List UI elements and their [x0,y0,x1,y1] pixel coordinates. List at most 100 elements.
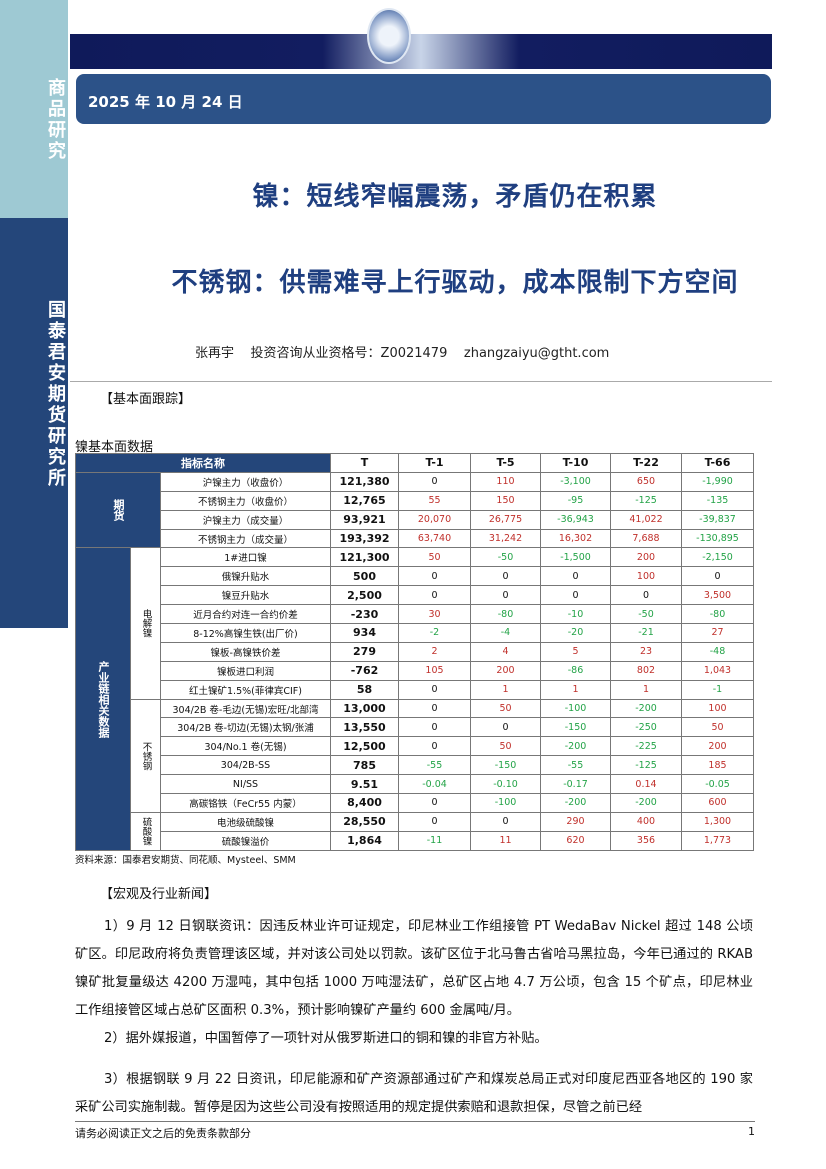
change-value: 0 [470,717,541,738]
title-nickel: 镍：短线窄幅震荡，矛盾仍在积累 [252,182,658,212]
current-value: 279 [330,641,399,662]
footer: 请务必阅读正文之后的免责条款部分 1 [75,1121,755,1141]
change-value: -0.04 [398,774,471,795]
current-value: 2,500 [330,585,399,606]
table-source: 资料来源：国泰君安期货、同花顺、Mysteel、SMM [75,855,296,866]
change-value: -100 [470,793,541,813]
change-value: 105 [398,660,471,681]
change-value: -36,943 [540,509,611,530]
indicator-name: NI/SS [160,774,331,795]
section-news: 【宏观及行业新闻】 [100,887,218,902]
sidebar-bottom [0,218,68,628]
change-value: -20 [540,623,611,643]
change-value: -86 [540,660,611,681]
table-row: 期货 沪镍主力（收盘价） 121,380 0 110 -3,100 650 -1,990 [75,471,754,549]
change-value: 0 [398,471,471,492]
change-value: -200 [540,736,611,757]
title-stainless: 不锈钢：供需难寻上行驱动，成本限制下方空间 [171,268,739,298]
table-row: 硫酸镍溢价 1,864 -11 11 620 356 1,773 [76,830,754,851]
table-row: 304/No.1 卷(无锡) 12,500 0 50 -200 -225 200 [76,736,754,757]
change-value: -0.05 [681,774,754,795]
column-header: 指标名称 [75,453,331,473]
column-header: T-66 [681,453,754,473]
table-row: 俄镍升贴水 500 0 0 0 100 0 [76,566,754,587]
change-value: 0 [470,566,541,587]
change-value: -1,990 [681,471,754,492]
change-value: -0.17 [540,774,611,795]
table-row: 镍板-高镍铁价差 279 2 4 5 23 -48 [76,641,754,662]
table-row: 8-12%高镍生铁(出厂价) 934 -2 -4 -20 -21 27 [76,623,754,643]
change-value: -2 [398,623,471,643]
author-license: 投资咨询从业资格号：Z0021479 [250,346,448,361]
change-value: -225 [610,736,682,757]
current-value: -230 [330,604,399,625]
sidebar-label-institute: 国泰君安期货研究所 [45,300,66,489]
column-header: T-5 [470,453,541,473]
change-value: -50 [610,604,682,625]
column-header: T-22 [610,453,682,473]
table-row: 304/2B-SS 785 -55 -150 -55 -125 185 [76,755,754,776]
table-row: 不锈钢 304/2B 卷-毛边(无锡)宏旺/北部湾 13,000 0 50 -100 -20… [76,698,754,813]
change-value: 31,242 [470,528,541,549]
indicator-name: 304/2B-SS [160,755,331,776]
table-row: NI/SS 9.51 -0.04 -0.10 -0.17 0.14 -0.05 [76,774,754,795]
current-value: -762 [330,660,399,681]
indicator-name: 沪镍主力（成交量） [160,509,331,530]
change-value: -21 [610,623,682,643]
change-value: 50 [398,547,471,568]
change-value: 0 [540,566,611,587]
table-row: 高碳铬铁（FeCr55 内蒙） 8,400 0 -100 -200 -200 600 [76,793,754,813]
change-value: 11 [470,830,541,851]
change-value: 1 [540,679,611,700]
indicator-name: 沪镍主力（收盘价） [160,471,331,492]
author-email[interactable]: zhangzaiyu@gtht.com [463,346,610,361]
table-row: 镍板进口利润 -762 105 200 -86 802 1,043 [76,660,754,681]
table-row: 不锈钢主力（成交量） 193,392 63,740 31,242 16,302 7,688… [76,528,754,549]
change-value: -50 [470,547,541,568]
current-value: 28,550 [330,811,399,832]
indicator-name: 硫酸镍溢价 [160,830,331,851]
group-label: 产业链相关数据 [75,547,131,851]
change-value: 27 [681,623,754,643]
header-banner [70,34,772,69]
news-item-2: 2）据外媒报道，中国暂停了一项针对从俄罗斯进口的铜和镍的非官方补贴。 [104,1031,548,1046]
table-row: 硫酸镍 电池级硫酸镍 28,550 0 0 290 400 1,300 [76,811,754,851]
indicator-name: 不锈钢主力（收盘价） [160,490,331,511]
indicator-name: 不锈钢主力（成交量） [160,528,331,549]
change-value: 650 [610,471,682,492]
change-value: 0 [470,585,541,606]
change-value: 2 [398,641,471,662]
change-value: 50 [470,736,541,757]
change-value: -150 [470,755,541,776]
table-row: 304/2B 卷-切边(无锡)太钢/张浦 13,550 0 0 -150 -250 50 [76,717,754,738]
change-value: -0.10 [470,774,541,795]
change-value: -100 [540,698,611,719]
change-value: 620 [540,830,611,851]
indicator-name: 电池级硫酸镍 [160,811,331,832]
indicator-name: 8-12%高镍生铁(出厂价) [160,623,331,643]
change-value: 30 [398,604,471,625]
indicator-name: 红土镍矿1.5%(菲律宾CIF) [160,679,331,700]
indicator-name: 高碳铬铁（FeCr55 内蒙） [160,793,331,813]
change-value: 110 [470,471,541,492]
change-value: -150 [540,717,611,738]
table-row: 红土镍矿1.5%(菲律宾CIF) 58 0 1 1 1 -1 [76,679,754,700]
current-value: 1,864 [330,830,399,851]
change-value: 1 [470,679,541,700]
nickel-fundamentals-table: 指标名称 T T-1 T-5 T-10 T-22 T-66 期货 沪镍主力（收盘价） 121,3… [75,453,754,851]
change-value: 1,773 [681,830,754,851]
change-value: 0 [610,585,682,606]
change-value: -130,895 [681,528,754,549]
change-value: -135 [681,490,754,511]
change-value: 100 [681,698,754,719]
change-value: -11 [398,830,471,851]
change-value: -125 [610,490,682,511]
indicator-name: 镍板进口利润 [160,660,331,681]
date-bar: 2025 年 10 月 24 日 [76,74,771,124]
change-value: 0 [398,698,471,719]
disclaimer-link[interactable]: 请务必阅读正文之后的免责条款部分 [75,1127,251,1140]
change-value: 5 [540,641,611,662]
change-value: 0 [398,793,471,813]
current-value: 500 [330,566,399,587]
change-value: -1,500 [540,547,611,568]
